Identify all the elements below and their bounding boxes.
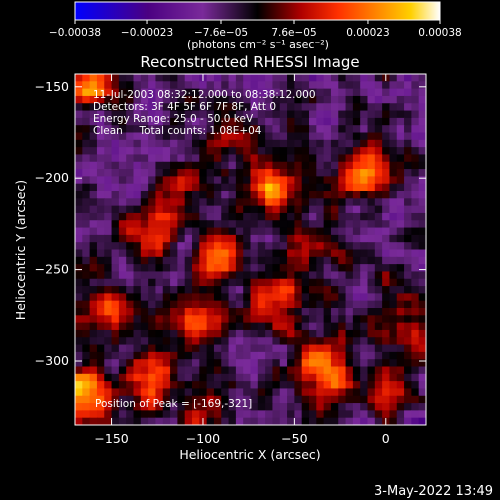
- y-tick-label: −150: [35, 79, 69, 94]
- x-tick-label: −50: [281, 431, 307, 446]
- axis-ticks: [75, 74, 426, 425]
- y-tick-label: −200: [35, 170, 69, 185]
- annotation-energy-range: Energy Range: 25.0 - 50.0 keV: [93, 113, 254, 125]
- plot-frame: [74, 73, 427, 426]
- chart-title: Reconstructed RHESSI Image: [140, 53, 359, 71]
- colorbar-tick-label: −7.6e−05: [194, 27, 248, 39]
- heatmap-image: [75, 74, 426, 425]
- colorbar-gradient: [74, 1, 441, 21]
- annotation-time-range: 11-Jul-2003 08:32:12.000 to 08:38:12.000: [93, 89, 316, 101]
- y-axis-label: Heliocentric Y (arcsec): [13, 180, 28, 320]
- colorbar-tick-label: −0.00038: [49, 27, 101, 39]
- footer-timestamp: 3-May-2022 13:49: [374, 484, 493, 499]
- colorbar-tick-label: 7.6e−05: [271, 27, 316, 39]
- y-tick-label: −300: [35, 353, 69, 368]
- colorbar-tick-label: −0.00023: [121, 27, 173, 39]
- annotation-method-counts: Clean Total counts: 1.08E+04: [93, 125, 262, 137]
- colorbar-tick-label: 0.00038: [418, 27, 461, 39]
- x-axis-label: Heliocentric X (arcsec): [179, 447, 320, 462]
- y-tick-labels: −150 −200 −250 −300: [35, 79, 69, 368]
- annotation-peak-position: Position of Peak = [-169,-321]: [95, 398, 252, 410]
- plot-area: [74, 73, 427, 426]
- annotation-block: 11-Jul-2003 08:32:12.000 to 08:38:12.000…: [93, 89, 316, 410]
- y-tick-label: −250: [35, 262, 69, 277]
- colorbar-units-label: (photons cm⁻² s⁻¹ asec⁻²): [187, 38, 329, 51]
- x-tick-labels: −150 −100 −50 0: [94, 431, 389, 446]
- colorbar: −0.00038 −0.00023 −7.6e−05 7.6e−05 0.00023 0.…: [49, 1, 462, 51]
- x-tick-label: 0: [382, 431, 390, 446]
- colorbar-tick-label: 0.00023: [346, 27, 389, 39]
- colorbar-ticks: −0.00038 −0.00023 −7.6e−05 7.6e−05 0.00023 0.…: [49, 20, 462, 39]
- x-tick-label: −100: [186, 431, 220, 446]
- annotation-detectors: Detectors: 3F 4F 5F 6F 7F 8F, Att 0: [93, 101, 276, 113]
- x-tick-label: −150: [94, 431, 128, 446]
